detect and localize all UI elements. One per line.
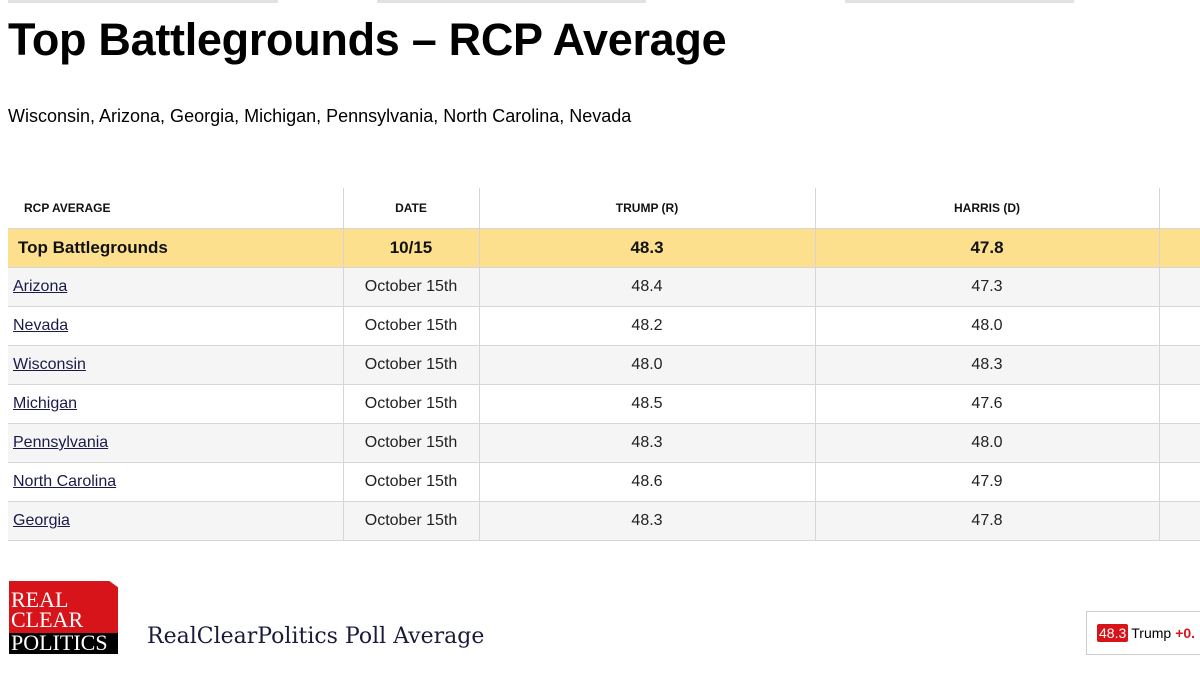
page-subtitle: Wisconsin, Arizona, Georgia, Michigan, P… [8,106,632,126]
row-name: Michigan [8,384,344,424]
row-harris: 48.0 [815,306,1160,346]
footer-title: RealClearPolitics Poll Average [147,624,485,649]
state-link[interactable]: Nevada [13,317,69,334]
table-row: Wisconsin October 15th 48.0 48.3 [8,345,1200,385]
row-name: Georgia [8,501,344,541]
row-trump: 48.3 [479,501,816,541]
table-row: Nevada October 15th 48.2 48.0 [8,306,1200,346]
row-harris: 47.6 [815,384,1160,424]
row-date: October 15th [343,345,480,385]
table-row: Arizona October 15th 48.4 47.3 [8,267,1200,307]
row-date: October 15th [343,267,480,307]
ticker-value: 48.3 [1097,624,1129,642]
row-name: North Carolina [8,462,344,502]
row-harris: 47.8 [815,228,1160,268]
row-date: October 15th [343,501,480,541]
page-title: Top Battlegrounds – RCP Average [8,14,727,65]
row-trump: 48.3 [479,228,816,268]
header-trump: TRUMP (R) [479,188,816,229]
state-link[interactable]: Arizona [13,278,68,295]
row-spread [1159,501,1200,541]
top-bar [845,0,1074,3]
header-rcp-average: RCP AVERAGE [8,188,344,229]
row-spread [1159,228,1200,268]
row-name: Pennsylvania [8,423,344,463]
rcp-logo[interactable]: REAL CLEAR POLITICS [9,581,118,654]
state-link[interactable]: Michigan [13,395,78,412]
row-trump: 48.5 [479,384,816,424]
row-harris: 48.0 [815,423,1160,463]
header-harris: HARRIS (D) [815,188,1160,229]
row-harris: 47.9 [815,462,1160,502]
row-date: October 15th [343,306,480,346]
row-spread [1159,384,1200,424]
table-row: Georgia October 15th 48.3 47.8 [8,501,1200,541]
table-header: RCP AVERAGE DATE TRUMP (R) HARRIS (D) [8,188,1200,229]
state-link[interactable]: North Carolina [13,473,117,490]
table-row: North Carolina October 15th 48.6 47.9 [8,462,1200,502]
ticker-spread: +0. [1175,625,1196,641]
state-link[interactable]: Georgia [13,512,70,529]
row-trump: 48.0 [479,345,816,385]
state-link[interactable]: Wisconsin [13,356,86,373]
row-date: October 15th [343,423,480,463]
top-bar [8,0,278,3]
row-name: Wisconsin [8,345,344,385]
row-trump: 48.2 [479,306,816,346]
polls-table: RCP AVERAGE DATE TRUMP (R) HARRIS (D) To… [8,188,1200,541]
row-trump: 48.3 [479,423,816,463]
row-spread [1159,306,1200,346]
row-harris: 47.3 [815,267,1160,307]
state-link[interactable]: Pennsylvania [13,434,109,451]
row-trump: 48.4 [479,267,816,307]
row-date: October 15th [343,462,480,502]
top-bar [377,0,646,3]
row-harris: 47.8 [815,501,1160,541]
table-row: Michigan October 15th 48.5 47.6 [8,384,1200,424]
row-date: October 15th [343,384,480,424]
ticker-candidate: Trump [1131,625,1172,641]
row-name: Top Battlegrounds [8,228,344,268]
row-name: Arizona [8,267,344,307]
row-spread [1159,267,1200,307]
poll-ticker[interactable]: 48.3 Trump +0. [1086,611,1200,655]
row-spread [1159,462,1200,502]
row-name: Nevada [8,306,344,346]
row-spread [1159,345,1200,385]
average-row: Top Battlegrounds 10/15 48.3 47.8 [8,228,1200,268]
row-date: 10/15 [343,228,480,268]
header-spread [1159,188,1200,229]
row-trump: 48.6 [479,462,816,502]
table-row: Pennsylvania October 15th 48.3 48.0 [8,423,1200,463]
header-date: DATE [343,188,480,229]
row-harris: 48.3 [815,345,1160,385]
row-spread [1159,423,1200,463]
